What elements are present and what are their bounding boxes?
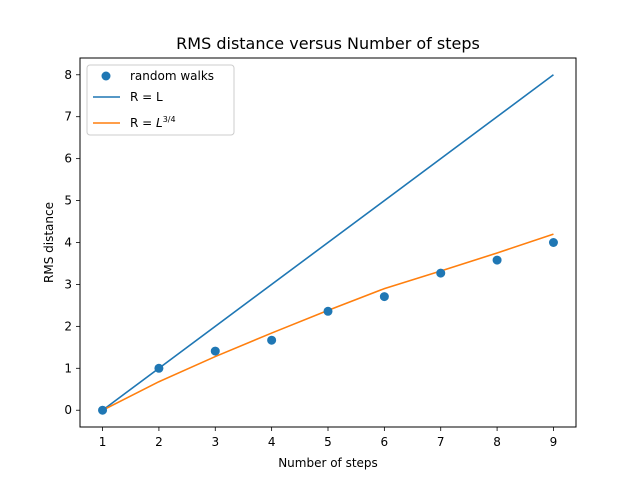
data-point — [379, 292, 389, 302]
x-tick-label: 7 — [437, 435, 445, 449]
x-tick-label: 6 — [381, 435, 389, 449]
series-line-1 — [102, 74, 554, 411]
y-tick-label: 6 — [64, 152, 72, 166]
chart-title: RMS distance versus Number of steps — [176, 34, 480, 53]
plot-area — [98, 74, 558, 415]
legend-marker-random-walks — [101, 71, 111, 81]
data-point — [98, 405, 108, 415]
y-tick-label: 2 — [64, 319, 72, 333]
axis-ticks: 1 2 3 4 5 6 7 8 9 0 1 2 3 4 5 6 7 8 — [64, 68, 557, 449]
axes-frame — [79, 57, 577, 428]
x-tick-label: 4 — [268, 435, 276, 449]
x-tick-label: 1 — [99, 435, 107, 449]
y-tick-label: 3 — [64, 277, 72, 291]
x-axis-label: Number of steps — [278, 456, 378, 470]
data-point — [436, 268, 446, 278]
x-tick-label: 5 — [324, 435, 332, 449]
x-tick-label: 8 — [493, 435, 501, 449]
data-point — [154, 363, 164, 373]
y-axis-label: RMS distance — [42, 202, 56, 283]
data-point — [323, 306, 333, 316]
legend-label-random-walks: random walks — [130, 69, 214, 83]
y-tick-label: 4 — [64, 236, 72, 250]
legend-label-r-equals-l: R = L — [130, 90, 163, 104]
legend-box — [86, 64, 235, 136]
x-tick-label: 9 — [550, 435, 558, 449]
data-point — [548, 238, 558, 247]
y-tick-label: 7 — [64, 110, 72, 124]
y-tick-label: 0 — [64, 403, 72, 417]
data-point — [492, 255, 502, 265]
x-tick-label: 2 — [155, 435, 163, 449]
y-tick-label: 8 — [64, 68, 72, 82]
legend: random walks R = L R = L3/4 — [86, 64, 235, 136]
x-tick-label: 3 — [211, 435, 219, 449]
y-tick-label: 1 — [64, 361, 72, 375]
y-tick-label: 5 — [64, 194, 72, 208]
data-point — [210, 346, 220, 356]
data-point — [267, 335, 277, 345]
